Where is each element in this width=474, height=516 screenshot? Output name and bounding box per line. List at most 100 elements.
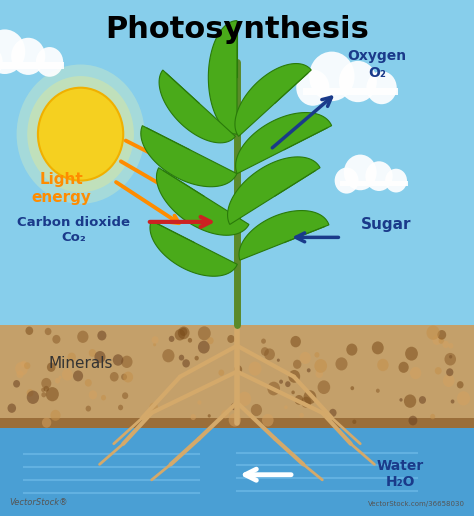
Polygon shape	[150, 221, 237, 276]
Circle shape	[27, 76, 134, 192]
Circle shape	[277, 359, 280, 362]
Circle shape	[77, 331, 89, 343]
FancyArrowPatch shape	[116, 182, 179, 223]
Circle shape	[314, 352, 319, 358]
Circle shape	[300, 352, 311, 364]
Circle shape	[149, 402, 158, 412]
Circle shape	[89, 390, 97, 399]
Circle shape	[178, 327, 190, 339]
Circle shape	[50, 410, 61, 421]
Circle shape	[169, 336, 174, 342]
Polygon shape	[239, 211, 329, 260]
Circle shape	[21, 361, 27, 367]
Circle shape	[27, 391, 39, 404]
FancyArrowPatch shape	[126, 140, 188, 172]
Circle shape	[8, 404, 16, 413]
Circle shape	[285, 381, 291, 387]
Circle shape	[427, 326, 440, 340]
Circle shape	[303, 390, 316, 404]
Circle shape	[344, 155, 377, 190]
Circle shape	[251, 404, 262, 416]
Polygon shape	[141, 126, 237, 187]
Circle shape	[13, 380, 20, 388]
Circle shape	[267, 382, 280, 395]
Circle shape	[231, 403, 237, 410]
Circle shape	[442, 341, 449, 348]
Text: VectorStock®: VectorStock®	[9, 498, 68, 507]
Circle shape	[17, 64, 145, 204]
Circle shape	[451, 399, 455, 404]
Circle shape	[446, 368, 454, 376]
Circle shape	[118, 405, 123, 410]
Circle shape	[179, 354, 184, 361]
Circle shape	[404, 394, 416, 408]
Text: Oxygen
O₂: Oxygen O₂	[347, 50, 406, 79]
Circle shape	[438, 330, 446, 340]
Circle shape	[89, 349, 96, 357]
Circle shape	[113, 354, 123, 366]
Circle shape	[11, 38, 46, 75]
Circle shape	[24, 362, 30, 369]
Circle shape	[457, 391, 470, 406]
Circle shape	[197, 400, 201, 405]
Circle shape	[182, 359, 190, 367]
Circle shape	[44, 386, 49, 392]
Circle shape	[110, 372, 118, 381]
Circle shape	[152, 336, 159, 344]
Circle shape	[366, 71, 397, 104]
Circle shape	[17, 370, 24, 378]
FancyArrowPatch shape	[296, 233, 338, 242]
Circle shape	[123, 372, 133, 382]
Circle shape	[62, 369, 73, 380]
Circle shape	[329, 409, 337, 417]
Circle shape	[208, 414, 211, 417]
Circle shape	[234, 365, 242, 374]
Polygon shape	[340, 181, 408, 186]
Polygon shape	[0, 325, 474, 428]
Circle shape	[27, 389, 34, 397]
Circle shape	[438, 338, 444, 344]
Circle shape	[219, 369, 224, 376]
Circle shape	[288, 370, 300, 383]
Circle shape	[73, 370, 83, 381]
Circle shape	[430, 414, 435, 420]
Circle shape	[121, 356, 133, 368]
Circle shape	[0, 46, 3, 78]
Circle shape	[318, 380, 330, 394]
Circle shape	[67, 352, 76, 362]
Circle shape	[457, 381, 464, 389]
Circle shape	[41, 388, 45, 392]
Circle shape	[372, 342, 384, 354]
Polygon shape	[0, 62, 64, 69]
FancyArrowPatch shape	[272, 97, 331, 148]
Circle shape	[261, 347, 269, 356]
Circle shape	[198, 326, 211, 341]
Circle shape	[36, 47, 63, 77]
Circle shape	[350, 386, 354, 390]
Polygon shape	[0, 428, 474, 516]
Circle shape	[121, 374, 127, 380]
Circle shape	[26, 327, 33, 335]
Text: Carbon dioxide
Co₂: Carbon dioxide Co₂	[17, 216, 130, 244]
Polygon shape	[159, 70, 236, 143]
Circle shape	[449, 355, 452, 359]
Circle shape	[410, 367, 421, 379]
Polygon shape	[209, 21, 237, 134]
Circle shape	[45, 328, 52, 335]
Polygon shape	[235, 63, 311, 136]
Circle shape	[15, 362, 28, 376]
Circle shape	[301, 397, 311, 408]
Circle shape	[292, 391, 295, 394]
Circle shape	[38, 88, 123, 181]
Circle shape	[314, 359, 327, 373]
Circle shape	[309, 52, 355, 101]
Circle shape	[294, 395, 303, 405]
Circle shape	[316, 370, 323, 378]
Polygon shape	[228, 157, 320, 224]
Text: Sugar: Sugar	[361, 217, 411, 232]
Circle shape	[221, 410, 229, 418]
Circle shape	[400, 398, 402, 401]
Text: Water
H₂O: Water H₂O	[377, 459, 424, 489]
Circle shape	[365, 162, 392, 191]
Circle shape	[261, 338, 266, 344]
